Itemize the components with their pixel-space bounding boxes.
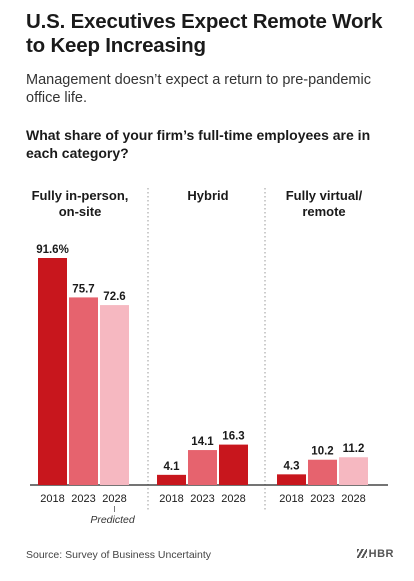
bar-fully-2028 [100,305,129,485]
data-label: 91.6% [36,244,69,256]
bar-hybrid-2028 [219,444,248,485]
x-tick-label: 2023 [71,493,95,505]
hbr-slash-icon [356,549,367,558]
data-label: 16.3 [222,431,244,443]
group-label-hybrid: Hybrid [148,188,268,204]
source-note: Source: Survey of Business Uncertainty [26,549,212,561]
x-tick-label: 2023 [310,493,334,505]
bar-fully-2028 [339,457,368,485]
group-label-line: Fully in-person, [31,188,129,203]
bar-fully-2018 [38,258,67,485]
group-label-virtual: Fully virtual/ remote [264,188,384,220]
group-label-line: Hybrid [187,188,229,203]
data-label: 75.7 [72,283,94,295]
group-label-line: on-site [58,204,102,219]
chart-title: U.S. Executives Expect Remote Work to Ke… [26,10,383,57]
x-tick-label: 2018 [40,493,64,505]
bar-fully-2018 [277,474,306,485]
group-label-line: remote [302,204,346,219]
x-tick-label: 2028 [102,493,126,505]
hbr-logo: HBR [356,548,394,560]
x-tick-label: 2018 [279,493,303,505]
chart-subtitle: Management doesn’t expect a return to pr… [26,72,371,106]
group-label-line: Fully virtual/ [285,188,363,203]
x-tick-label: 2018 [159,493,183,505]
x-tick-label: 2023 [190,493,214,505]
chart-question: What share of your firm’s full-time empl… [26,127,371,161]
x-tick-label: 2028 [221,493,245,505]
data-label: 4.1 [164,461,181,473]
data-label: 4.3 [284,460,300,472]
predicted-annotation: Predicted [90,514,136,526]
data-label: 11.2 [343,443,365,455]
bar-hybrid-2023 [188,450,217,485]
bar-hybrid-2018 [157,474,186,485]
data-label: 14.1 [191,436,214,448]
data-label: 72.6 [103,291,125,303]
hbr-logo-text: HBR [368,548,394,560]
data-label: 10.2 [311,446,333,458]
bar-fully-2023 [308,459,337,485]
x-tick-label: 2028 [341,493,365,505]
bar-fully-2023 [69,297,98,485]
group-label-in-person: Fully in-person, on-site [20,188,140,220]
